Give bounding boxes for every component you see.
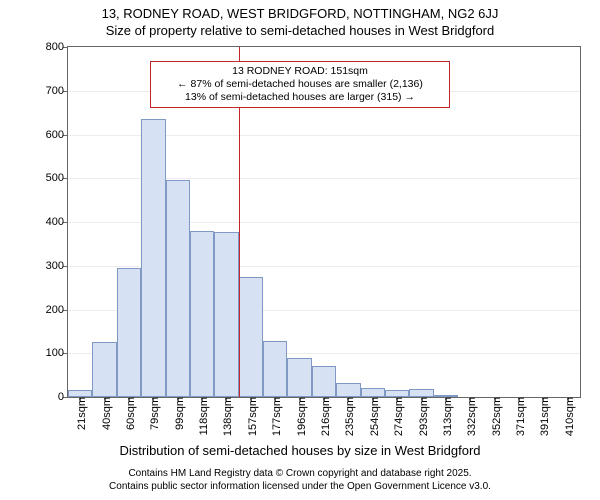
x-tick-label: 99sqm xyxy=(170,397,186,430)
x-tick-label: 391sqm xyxy=(535,397,551,436)
histogram-bar xyxy=(336,383,360,397)
y-tick-label: 800 xyxy=(46,41,68,53)
histogram-bar xyxy=(312,366,336,397)
annotation-line-2: ← 87% of semi-detached houses are smalle… xyxy=(156,78,444,91)
histogram-bar xyxy=(166,180,190,397)
y-tick-label: 400 xyxy=(46,216,68,228)
x-tick-label: 254sqm xyxy=(365,397,381,436)
x-tick-label: 21sqm xyxy=(72,397,88,430)
x-tick-label: 118sqm xyxy=(194,397,210,435)
x-tick-label: 352sqm xyxy=(487,397,503,436)
histogram-bar xyxy=(409,389,433,397)
histogram-bar xyxy=(361,388,385,397)
histogram-bar xyxy=(287,358,311,397)
histogram-bar xyxy=(190,231,214,397)
x-tick-label: 371sqm xyxy=(511,397,527,436)
x-tick-label: 274sqm xyxy=(389,397,405,436)
chart-title-address: 13, RODNEY ROAD, WEST BRIDGFORD, NOTTING… xyxy=(0,0,600,21)
annotation-line-3: 13% of semi-detached houses are larger (… xyxy=(156,91,444,104)
y-tick-label: 100 xyxy=(46,347,68,359)
x-tick-label: 79sqm xyxy=(145,397,161,430)
histogram-bar xyxy=(141,119,165,397)
histogram-bar xyxy=(92,342,116,397)
x-axis-label: Distribution of semi-detached houses by … xyxy=(0,443,600,458)
chart-title-subtitle: Size of property relative to semi-detach… xyxy=(0,21,600,38)
x-tick-label: 235sqm xyxy=(340,397,356,436)
x-tick-label: 332sqm xyxy=(462,397,478,436)
x-tick-label: 138sqm xyxy=(218,397,234,436)
x-tick-label: 313sqm xyxy=(438,397,454,436)
footer-line-1: Contains HM Land Registry data © Crown c… xyxy=(0,468,600,481)
y-tick-label: 700 xyxy=(46,85,68,97)
x-tick-label: 216sqm xyxy=(316,397,332,436)
annotation-box: 13 RODNEY ROAD: 151sqm← 87% of semi-deta… xyxy=(150,61,450,108)
x-tick-label: 60sqm xyxy=(121,397,137,430)
footer-line-2: Contains public sector information licen… xyxy=(0,481,600,494)
x-tick-label: 40sqm xyxy=(97,397,113,430)
x-tick-label: 157sqm xyxy=(243,397,259,436)
y-tick-label: 0 xyxy=(58,391,68,403)
x-tick-label: 410sqm xyxy=(560,397,576,436)
histogram-bar xyxy=(214,232,238,397)
x-tick-label: 196sqm xyxy=(292,397,308,436)
histogram-bar xyxy=(263,341,287,397)
histogram-bar xyxy=(117,268,141,397)
y-tick-label: 500 xyxy=(46,172,68,184)
chart-plot-area: 010020030040050060070080021sqm40sqm60sqm… xyxy=(67,46,581,398)
x-tick-label: 177sqm xyxy=(267,397,283,436)
histogram-bar xyxy=(239,277,263,397)
chart-footer: Contains HM Land Registry data © Crown c… xyxy=(0,468,600,493)
y-tick-label: 600 xyxy=(46,129,68,141)
annotation-line-1: 13 RODNEY ROAD: 151sqm xyxy=(156,65,444,78)
y-tick-label: 300 xyxy=(46,260,68,272)
x-tick-label: 293sqm xyxy=(414,397,430,436)
y-tick-label: 200 xyxy=(46,304,68,316)
